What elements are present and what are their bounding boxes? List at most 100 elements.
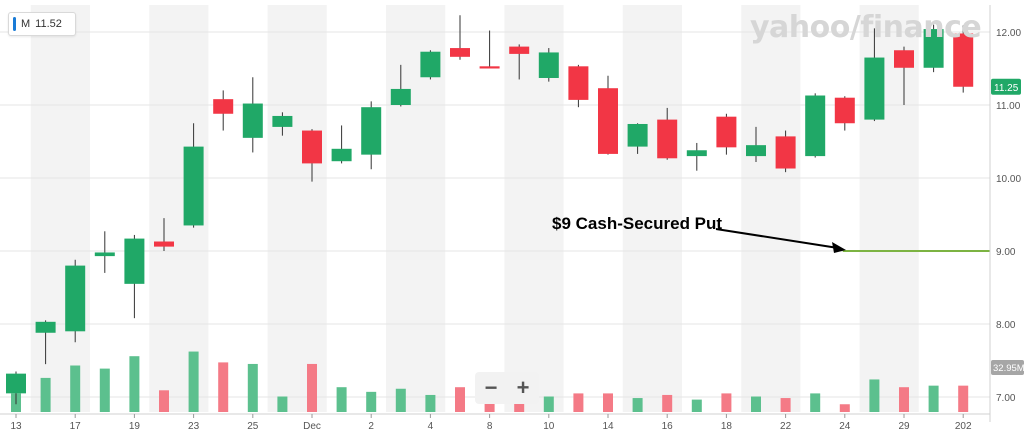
volume-bar [277, 396, 288, 412]
candle-body [538, 52, 559, 78]
candle-body [65, 265, 86, 332]
x-tick-label: 23 [188, 421, 200, 432]
put-level [715, 228, 990, 253]
volume-bar [336, 387, 347, 412]
x-tick-label: 19 [129, 421, 141, 432]
volume-bar [188, 351, 199, 412]
candle-body [953, 33, 974, 87]
volume-bar [780, 398, 791, 412]
volume-bar [70, 365, 81, 412]
candle-body [805, 95, 826, 157]
volume-bar [751, 396, 761, 412]
volume-bar [573, 393, 584, 412]
x-tick-label: 29 [898, 421, 910, 432]
candle-body [35, 321, 56, 333]
volume-bar [218, 362, 229, 412]
series-color-marker [13, 17, 16, 31]
candle-body [864, 57, 885, 120]
x-tick-label: 25 [247, 421, 259, 432]
volume-tag [991, 360, 1024, 375]
candles [6, 15, 974, 405]
candle-body [716, 116, 737, 148]
volume-bar [40, 377, 51, 412]
candle-body [390, 88, 411, 105]
volume-bar [99, 368, 110, 412]
volume-bar [543, 396, 554, 412]
volume-bar [958, 385, 969, 412]
volume-bar [899, 387, 909, 412]
x-tick-label: 10 [543, 421, 555, 432]
candle-body [568, 66, 589, 100]
last-price-label: 11.25 [994, 83, 1019, 94]
annotation-arrowhead [832, 242, 846, 253]
candle-body [420, 51, 441, 78]
x-tick-label: 202 [955, 421, 972, 432]
volume-bar [869, 379, 880, 412]
volume-bar [632, 398, 643, 412]
candle-body [834, 97, 855, 124]
grid-lines [0, 31, 990, 398]
candle-body [242, 103, 263, 138]
candle-body [272, 115, 293, 127]
volume-bar [159, 390, 169, 412]
candle-body [154, 241, 174, 247]
x-tick-label: 4 [428, 421, 434, 432]
zoom-in-button[interactable]: + [516, 375, 530, 400]
stripe [622, 5, 682, 412]
annotation-arrow [715, 228, 839, 249]
volume-bar [129, 356, 140, 412]
stripe [267, 5, 327, 412]
volume-bar [721, 393, 732, 412]
y-tick-label: 7.00 [996, 393, 1016, 404]
candle-body [213, 99, 234, 114]
volume-bar [928, 385, 939, 412]
stripe [741, 5, 801, 412]
x-tick-label: 16 [662, 421, 674, 432]
candle-body [479, 66, 500, 69]
y-tick-label: 12.00 [996, 28, 1021, 39]
zoom-controls: − + [475, 372, 539, 404]
volume-bar [839, 404, 850, 412]
candle-body [657, 119, 678, 159]
x-tick-label: 13 [10, 421, 22, 432]
candle-body [509, 46, 530, 54]
volume-bar [455, 387, 465, 412]
zoom-out-button[interactable]: − [484, 375, 498, 400]
x-tick-label: 24 [839, 421, 851, 432]
annotation-label: $9 Cash-Secured Put [552, 214, 723, 233]
y-tick-label: 9.00 [996, 247, 1016, 258]
x-tick-label: 17 [70, 421, 82, 432]
candle-body [6, 373, 26, 394]
volume-bar [603, 393, 613, 412]
candle-body [923, 29, 944, 68]
volume-bar [307, 363, 317, 412]
candle-body [746, 145, 766, 157]
volume-bar [662, 394, 673, 412]
candle-body [450, 48, 470, 57]
ticker-badge[interactable]: M 11.52 [8, 12, 76, 36]
volume-bar [425, 394, 436, 412]
background-stripes [30, 5, 919, 412]
volume-bar [691, 399, 702, 412]
candle-body [894, 50, 914, 68]
brand-watermark: yahoo/finance [750, 10, 982, 45]
candle-body [302, 130, 322, 164]
candle-body [686, 150, 707, 157]
ticker-price: 11.52 [35, 18, 62, 30]
x-tick-label: 8 [487, 421, 493, 432]
volume-bar [366, 391, 377, 412]
y-axis: 7.00 8.00 9.00 10.00 11.00 12.00 11.25 32.95M [989, 5, 1024, 422]
volume-label: 32.95M [993, 363, 1024, 374]
stripe [30, 5, 90, 412]
candle-body [627, 123, 648, 147]
candle-body [598, 88, 618, 154]
x-axis: 13 17 19 23 25 Dec 2 4 8 10 14 16 18 22 24 29 202 [0, 413, 990, 432]
candle-body [331, 148, 352, 162]
ticker-symbol: M [21, 18, 31, 30]
y-tick-label: 10.00 [996, 174, 1021, 185]
last-price-tag [991, 78, 1021, 95]
x-tick-label: Dec [303, 421, 321, 432]
candle-body [124, 238, 145, 284]
candle-body [94, 252, 115, 257]
